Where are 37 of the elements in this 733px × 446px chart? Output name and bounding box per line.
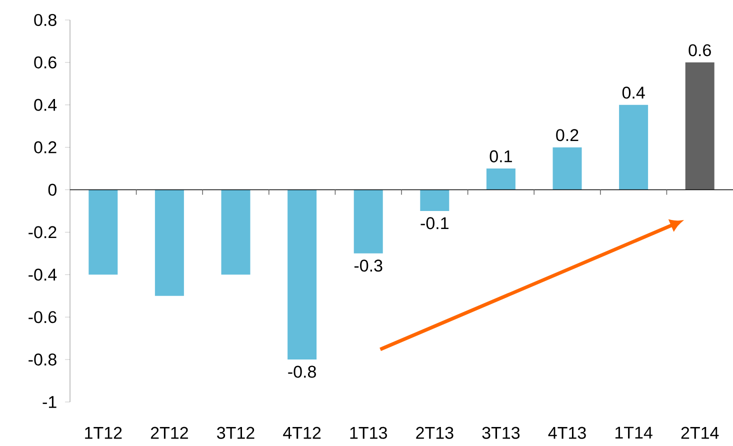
data-label: 0.1: [490, 150, 512, 162]
x-tick-label: 2T13: [416, 426, 454, 439]
x-tick-label: 1T13: [350, 426, 387, 439]
data-label: -0.1: [420, 217, 448, 230]
data-label: -0.8: [288, 366, 316, 378]
data-label: -0.3: [354, 260, 382, 272]
bar: [552, 147, 582, 190]
bar: [288, 190, 317, 360]
y-tick-label: -0.8: [28, 354, 56, 366]
y-tick-label: 0.6: [34, 56, 56, 68]
y-tick-label: -1: [42, 396, 56, 408]
x-tick-label: 1T14: [615, 426, 652, 439]
y-tick-label: -0.2: [28, 226, 56, 238]
bar: [619, 104, 648, 190]
y-tick-label: -0.6: [28, 311, 56, 324]
y-tick-label: -0.4: [28, 268, 57, 281]
x-tick-label: 1T12: [85, 426, 122, 439]
x-tick-label: 3T12: [217, 426, 254, 439]
data-label: 0.4: [622, 86, 645, 99]
x-tick-label: 2T12: [150, 426, 188, 439]
x-tick-label: 4T13: [548, 426, 586, 439]
y-tick-label: 0: [48, 184, 56, 196]
x-tick-label: 2T14: [681, 426, 719, 439]
y-tick-label: 0.2: [34, 141, 56, 154]
bar: [88, 190, 118, 275]
bar: [685, 62, 714, 190]
bar: [486, 168, 516, 190]
bar: [221, 190, 250, 275]
data-label: 0.6: [688, 44, 711, 56]
data-label: 0.2: [556, 129, 578, 142]
bar: [154, 190, 184, 296]
y-tick-label: 0.8: [34, 14, 56, 26]
bar: [354, 190, 383, 254]
bar: [420, 190, 450, 211]
y-tick-label: 0.4: [34, 98, 57, 111]
x-tick-label: 4T12: [283, 426, 321, 439]
x-tick-label: 3T13: [482, 426, 520, 439]
